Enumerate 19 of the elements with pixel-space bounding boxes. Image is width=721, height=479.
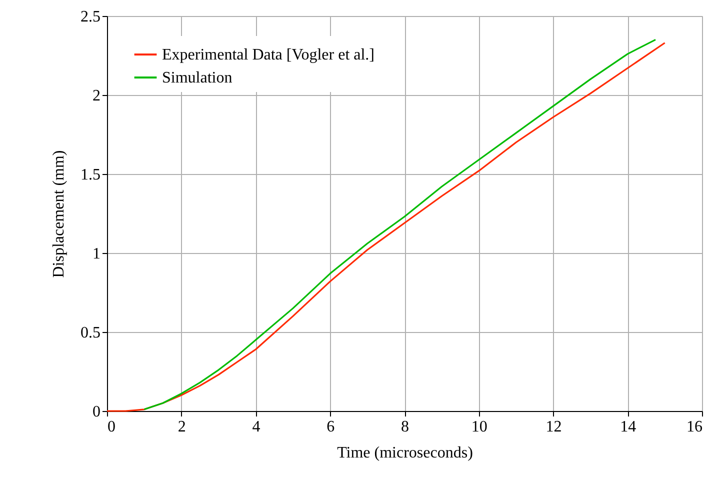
x-tick-label: 8: [401, 418, 409, 436]
y-tick-label: 2.5: [80, 8, 100, 26]
y-tick-label: 0: [92, 404, 100, 420]
y-axis-title: Displacement (mm): [50, 150, 68, 278]
x-tick-label: 0: [108, 418, 116, 436]
x-tick-label: 10: [471, 418, 488, 436]
x-tick-label: 6: [326, 418, 335, 436]
legend-label: Experimental Data [Vogler et al.]: [162, 46, 375, 64]
x-tick-label: 14: [620, 418, 636, 436]
y-tick-label: 2: [92, 88, 100, 104]
x-tick-label: 4: [252, 418, 260, 436]
x-tick-label: 12: [546, 418, 562, 436]
legend-label: Simulation: [162, 70, 232, 86]
x-axis-title: Time (microseconds): [337, 444, 473, 462]
x-tick-label: 16: [686, 418, 702, 436]
y-tick-label: 1: [92, 246, 100, 262]
y-tick-label: 1.5: [80, 166, 100, 184]
x-tick-label: 2: [178, 418, 186, 436]
y-tick-label: 0.5: [80, 324, 100, 342]
